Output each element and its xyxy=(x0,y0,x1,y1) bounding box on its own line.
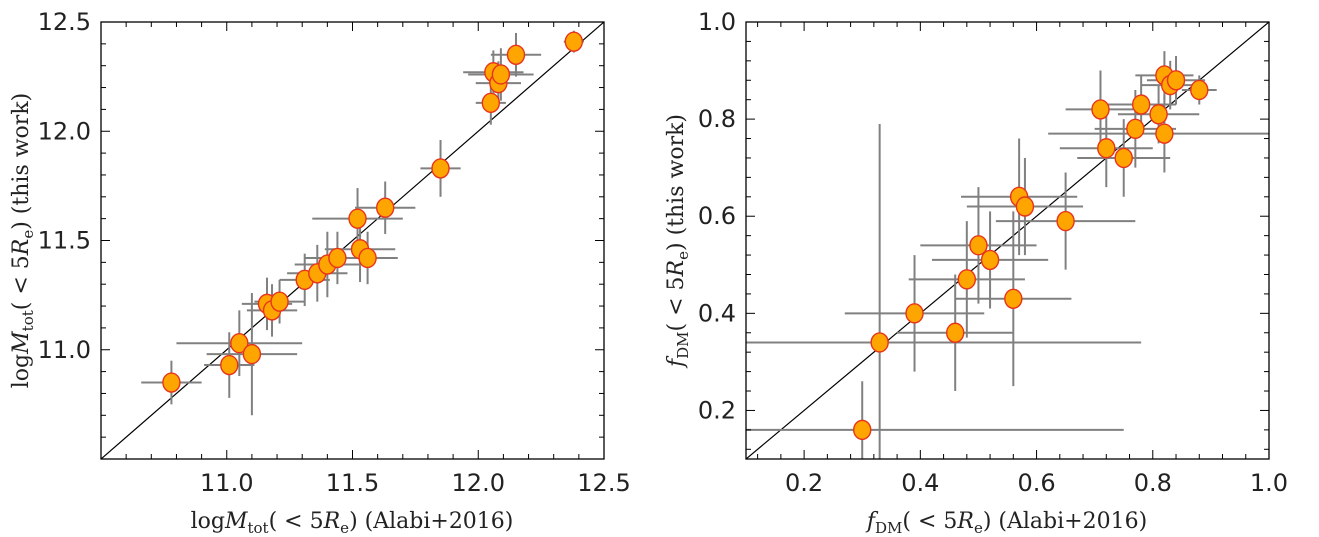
panel-left: 11.0 11.5 12.0 12.5 11.0 11.5 12.0 12.5 logMtot(… xyxy=(9,8,631,537)
y-axis-label: fDM( < 5Re) (this work) xyxy=(664,114,692,369)
data-point xyxy=(358,247,377,269)
markers xyxy=(853,65,1209,441)
y-tick-label: 1.0 xyxy=(698,8,736,36)
data-point xyxy=(491,64,511,85)
axes-frame xyxy=(745,21,1270,460)
data-point xyxy=(1149,104,1168,125)
data-point xyxy=(348,208,367,229)
data-point xyxy=(328,247,347,269)
data-point xyxy=(1131,94,1151,115)
data-point xyxy=(853,419,872,441)
y-axis-label: logMtot( < 5Re) (this work) xyxy=(9,93,37,388)
data-point xyxy=(905,303,924,324)
y-tick-label: 12.5 xyxy=(38,8,91,36)
x-tick-label: 11.5 xyxy=(326,469,379,497)
data-point xyxy=(980,249,1000,271)
ticks xyxy=(746,22,1269,459)
data-point xyxy=(1190,79,1209,101)
data-point xyxy=(946,322,965,343)
data-point xyxy=(270,291,289,312)
data-point xyxy=(1097,138,1116,159)
x-tick-label: 12.0 xyxy=(452,469,505,497)
panel-right: 0.2 0.4 0.6 0.8 1.0 0.2 0.4 0.6 0.8 1.0 fDM( < 5Re… xyxy=(664,8,1288,537)
y-tick-label: 0.2 xyxy=(698,396,736,424)
x-tick-label: 0.6 xyxy=(1017,469,1055,497)
data-point xyxy=(506,44,526,65)
data-point xyxy=(481,92,501,114)
data-point xyxy=(870,332,889,353)
data-point xyxy=(564,31,584,52)
y-tick-label: 11.0 xyxy=(38,336,91,364)
y-tick-label: 0.8 xyxy=(698,105,736,133)
data-point xyxy=(375,197,395,218)
y-tick-label: 11.5 xyxy=(38,227,91,255)
data-point xyxy=(242,343,262,365)
data-point xyxy=(969,235,988,256)
x-tick-label: 0.8 xyxy=(1134,469,1172,497)
data-point xyxy=(162,372,181,393)
x-tick-label: 0.2 xyxy=(785,469,823,497)
data-point xyxy=(1091,99,1110,120)
data-point xyxy=(1015,196,1035,217)
x-tick-label: 0.4 xyxy=(901,469,939,497)
x-tick-label: 12.5 xyxy=(577,469,630,497)
y-tick-label: 12.0 xyxy=(38,117,91,145)
data-point xyxy=(1114,147,1133,169)
x-axis-label: fDM( < 5Re) (Alabi+2016) xyxy=(865,509,1147,537)
data-point xyxy=(230,332,249,354)
one-to-one-line xyxy=(746,22,1269,459)
ticks xyxy=(101,22,604,459)
y-tick-label: 0.6 xyxy=(698,202,736,230)
x-tick-label: 1.0 xyxy=(1250,469,1288,497)
data-point xyxy=(957,269,977,290)
y-tick-label: 0.4 xyxy=(698,299,736,327)
data-point xyxy=(1126,118,1145,140)
one-to-one-line xyxy=(101,22,604,459)
x-axis-label: logMtot( < 5Re) (Alabi+2016) xyxy=(191,509,514,537)
data-point xyxy=(1004,288,1023,309)
data-point xyxy=(1056,210,1075,232)
markers xyxy=(162,31,584,393)
data-point xyxy=(1155,123,1174,144)
data-point xyxy=(220,354,239,376)
data-point xyxy=(431,158,450,179)
data-point xyxy=(1166,70,1186,91)
x-tick-label: 11.0 xyxy=(200,469,253,497)
